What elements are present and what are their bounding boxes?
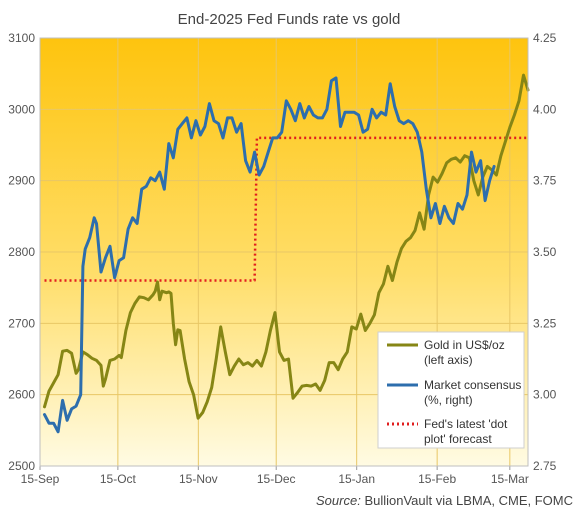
x-tick-label: 15-Dec xyxy=(257,472,296,486)
x-tick-label: 15-Jan xyxy=(338,472,375,486)
plot-border xyxy=(39,37,529,467)
left-tick-label: 3000 xyxy=(8,102,35,116)
legend-label-dotplot-1: Fed's latest 'dot xyxy=(424,417,508,431)
x-tick-label: 15-Mar xyxy=(491,472,529,486)
x-tick-label: 15-Feb xyxy=(418,472,456,486)
right-tick-label: 3.00 xyxy=(533,388,557,402)
right-tick-label: 2.75 xyxy=(533,459,557,473)
source-text: BullionVault via LBMA, CME, FOMC xyxy=(364,493,573,508)
gold-series-line xyxy=(43,73,530,420)
left-tick-label: 2600 xyxy=(8,388,35,402)
right-tick-label: 4.00 xyxy=(533,102,557,116)
right-tick-label: 3.25 xyxy=(533,316,557,330)
legend-label-dotplot-2: plot' forecast xyxy=(424,432,492,446)
x-tick-label: 15-Sep xyxy=(21,472,60,486)
left-tick-label: 2800 xyxy=(8,245,35,259)
left-axis-ticks: 2500 2600 2700 2800 2900 3000 3100 xyxy=(8,31,35,473)
right-tick-label: 3.75 xyxy=(533,174,557,188)
x-tick-label: 15-Oct xyxy=(100,472,137,486)
legend: Gold in US$/oz (left axis) Market consen… xyxy=(377,331,525,449)
right-tick-label: 3.50 xyxy=(533,245,557,259)
left-tick-label: 2500 xyxy=(8,459,35,473)
series-layer xyxy=(43,73,530,434)
source-label: Source: xyxy=(316,493,361,508)
x-axis-ticks: 15-Sep 15-Oct 15-Nov 15-Dec 15-Jan 15-Feb 15-M… xyxy=(21,466,529,486)
legend-label-gold-2: (left axis) xyxy=(424,353,473,367)
left-tick-label: 3100 xyxy=(8,31,35,45)
left-tick-label: 2900 xyxy=(8,174,35,188)
legend-label-gold-1: Gold in US$/oz xyxy=(424,338,505,352)
chart-title: End-2025 Fed Funds rate vs gold xyxy=(178,11,401,28)
right-tick-label: 4.25 xyxy=(533,31,557,45)
legend-label-consensus-1: Market consensus xyxy=(424,378,521,392)
x-tick-label: 15-Nov xyxy=(179,472,218,486)
right-axis-ticks: 2.75 3.00 3.25 3.50 3.75 4.00 4.25 xyxy=(533,31,557,473)
legend-label-consensus-2: (%, right) xyxy=(424,393,473,407)
dotplot-series-line xyxy=(44,136,528,282)
left-tick-label: 2700 xyxy=(8,316,35,330)
legend-box xyxy=(377,331,525,449)
consensus-series-line xyxy=(43,76,496,434)
source-line: Source: BullionVault via LBMA, CME, FOMC xyxy=(316,493,573,508)
